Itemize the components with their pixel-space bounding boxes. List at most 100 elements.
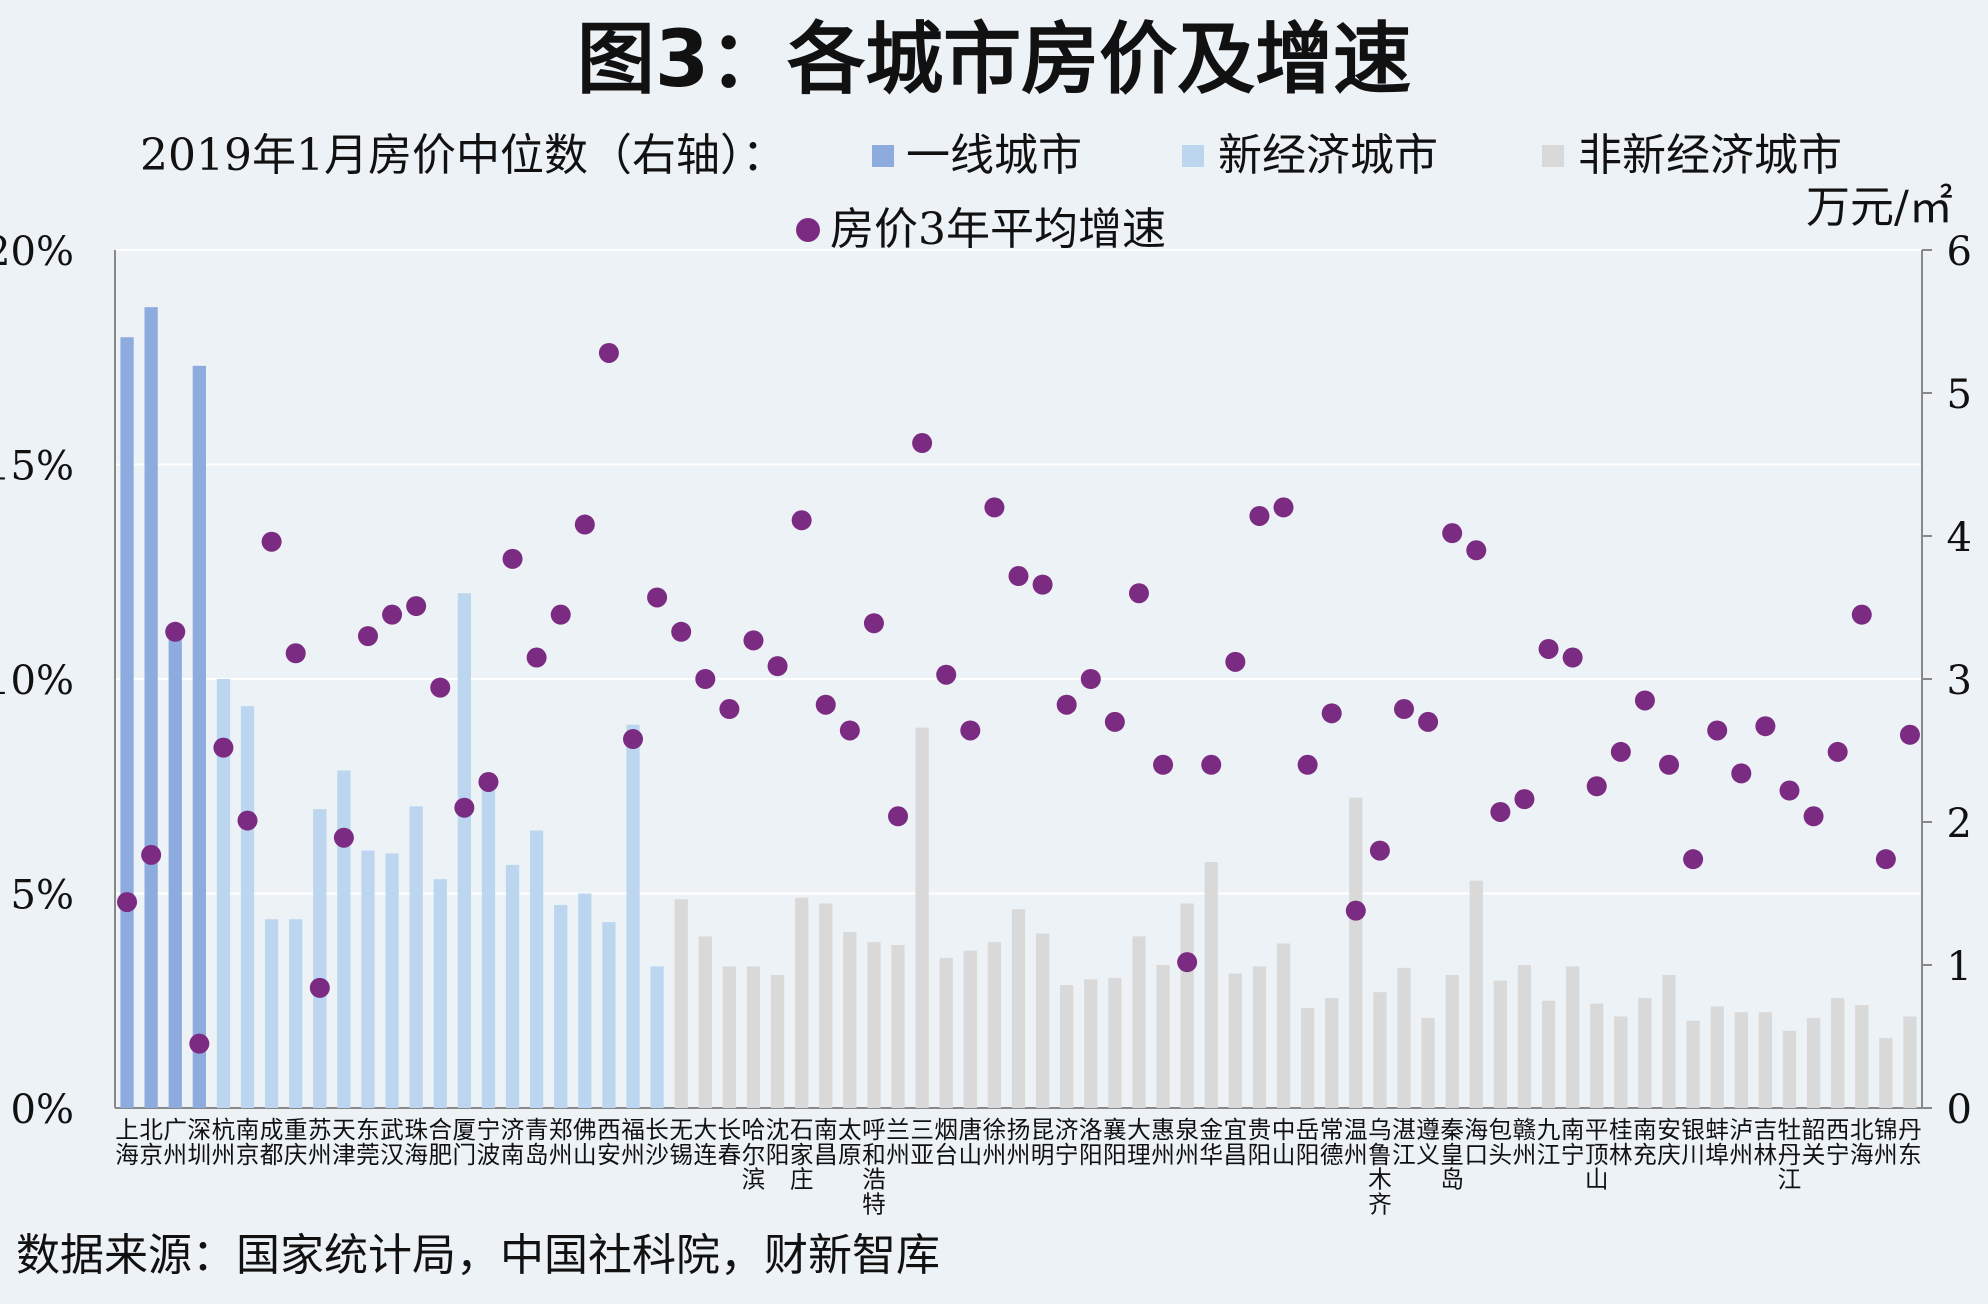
price-bar — [1855, 1005, 1869, 1108]
growth-point — [478, 771, 499, 792]
growth-point — [647, 587, 668, 608]
category-label: 昆明 — [1031, 1116, 1055, 1169]
category-label: 长春 — [718, 1116, 742, 1169]
price-bar — [1300, 1007, 1315, 1108]
price-bar — [1035, 933, 1050, 1108]
price-bar — [674, 899, 688, 1108]
growth-point — [598, 342, 619, 363]
price-bar — [1084, 979, 1098, 1108]
category-label: 三亚 — [910, 1116, 934, 1169]
price-bar — [939, 957, 953, 1108]
growth-point — [671, 621, 692, 642]
growth-point — [863, 613, 884, 634]
growth-point — [984, 497, 1005, 518]
growth-point — [1177, 952, 1198, 973]
category-label: 泸州 — [1729, 1116, 1753, 1169]
category-label: 安庆 — [1657, 1116, 1681, 1169]
growth-point — [912, 433, 933, 454]
price-bar — [505, 864, 520, 1108]
growth-point — [1104, 711, 1125, 732]
growth-point — [550, 604, 571, 625]
legend-swatch-nonneweco — [1542, 145, 1564, 167]
growth-point — [1080, 669, 1101, 689]
price-bar — [843, 932, 857, 1108]
growth-point — [141, 844, 162, 865]
price-bar — [192, 365, 206, 1109]
category-label: 深圳 — [188, 1116, 212, 1169]
category-label: 合肥 — [428, 1116, 452, 1169]
category-label: 扬州 — [1007, 1116, 1031, 1169]
growth-point — [189, 1033, 210, 1054]
growth-point — [791, 510, 812, 531]
growth-point — [1514, 789, 1535, 810]
price-bar — [1276, 943, 1291, 1108]
price-bar — [144, 307, 158, 1108]
growth-point — [357, 626, 378, 647]
growth-point — [1755, 716, 1776, 737]
growth-point — [1875, 849, 1896, 870]
category-label: 武汉 — [380, 1116, 404, 1169]
price-bar — [650, 966, 664, 1108]
category-label: 北京 — [139, 1116, 163, 1169]
category-label: 太原 — [838, 1116, 862, 1169]
price-bar — [746, 966, 761, 1108]
category-label: 福州 — [621, 1116, 645, 1169]
growth-point — [1490, 801, 1511, 822]
legend-label-nonneweco: 非新经济城市 — [1578, 130, 1842, 181]
right-tick-label: 1 — [1947, 944, 1972, 990]
price-bar — [1228, 973, 1242, 1108]
growth-point — [1369, 840, 1390, 861]
price-bar — [1325, 997, 1339, 1108]
category-label: 丹东 — [1898, 1116, 1922, 1169]
legend-swatch-tier1 — [872, 145, 894, 167]
price-bar — [915, 727, 929, 1108]
price-bar — [216, 679, 231, 1108]
price-bar — [1734, 1012, 1748, 1108]
growth-point — [526, 647, 547, 668]
growth-point — [815, 694, 836, 715]
growth-point — [719, 699, 740, 720]
price-bar — [1903, 1016, 1917, 1108]
growth-point — [1201, 754, 1222, 775]
growth-point — [1562, 647, 1583, 668]
category-label: 大理 — [1127, 1116, 1151, 1169]
growth-point — [1273, 497, 1294, 518]
price-bar — [1397, 967, 1411, 1108]
price-bar — [1011, 909, 1026, 1108]
category-label: 重庆 — [284, 1116, 308, 1169]
price-bar — [891, 944, 905, 1108]
price-bar — [1493, 980, 1507, 1108]
growth-point — [430, 677, 451, 698]
right-tick-label: 2 — [1947, 801, 1972, 847]
price-bar — [795, 897, 809, 1108]
category-label: 厦门 — [453, 1116, 477, 1169]
right-tick-label: 5 — [1947, 372, 1972, 418]
category-label: 青岛 — [525, 1116, 549, 1169]
category-label: 佛山 — [573, 1116, 597, 1169]
price-bar — [361, 850, 375, 1108]
growth-point — [743, 630, 764, 651]
category-label: 平顶山 — [1585, 1116, 1609, 1194]
price-bar — [1252, 966, 1267, 1108]
price-bar — [770, 975, 785, 1108]
price-bar — [1614, 1016, 1628, 1108]
growth-point — [1153, 754, 1174, 775]
price-bar — [1517, 965, 1532, 1108]
category-label: 无锡 — [669, 1116, 693, 1169]
growth-point — [1225, 651, 1246, 672]
category-label: 南充 — [1633, 1116, 1657, 1169]
category-label: 宜昌 — [1224, 1116, 1248, 1169]
category-label: 长沙 — [645, 1116, 669, 1169]
price-bar — [1445, 975, 1459, 1108]
price-bar — [385, 853, 399, 1108]
left-tick-label: 10% — [0, 658, 74, 704]
price-bar — [1180, 903, 1194, 1108]
category-label: 泉州 — [1175, 1116, 1199, 1169]
price-bar — [819, 903, 833, 1108]
growth-point — [1683, 849, 1704, 870]
growth-point — [454, 797, 475, 818]
category-label: 烟台 — [934, 1116, 958, 1169]
legend-label-neweco: 新经济城市 — [1218, 130, 1438, 181]
category-label: 洛阳 — [1079, 1116, 1103, 1169]
